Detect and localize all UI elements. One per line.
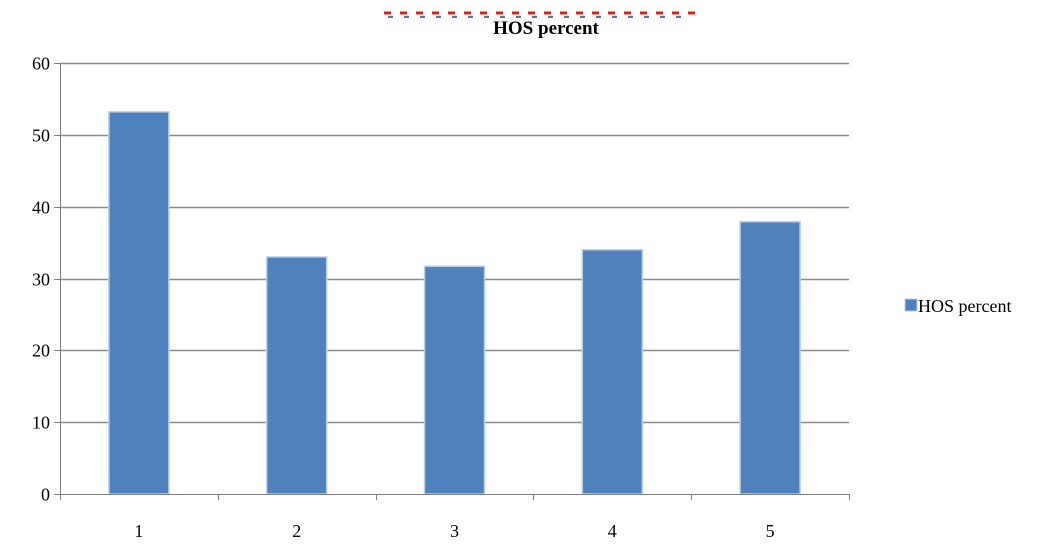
y-tick-label-60: 60 (32, 54, 50, 74)
y-tick-label-40: 40 (32, 198, 50, 218)
y-tick-label-50: 50 (32, 126, 50, 146)
legend-label: HOS percent (918, 296, 1011, 316)
legend: HOS percent (904, 296, 1011, 316)
bars (108, 111, 801, 495)
x-tick-label-1: 1 (134, 521, 143, 540)
bar-1 (108, 111, 170, 495)
legend-swatch (904, 298, 918, 312)
y-tick-label-30: 30 (32, 270, 50, 290)
chart-title: HOS percent (493, 18, 599, 39)
bar-3 (423, 265, 486, 495)
x-tick-label-5: 5 (766, 521, 775, 540)
y-tick-label-10: 10 (32, 413, 50, 433)
x-tick-label-2: 2 (292, 521, 301, 540)
axes (60, 63, 850, 500)
y-tick-labels: 0 10 20 30 40 50 60 (32, 54, 50, 505)
bar-4 (581, 249, 644, 495)
bar-2 (265, 256, 328, 495)
y-tick-label-0: 0 (41, 485, 50, 505)
decorative-marks (384, 11, 696, 18)
x-tick-labels: 1 2 3 4 5 (134, 521, 775, 541)
x-tick-label-3: 3 (450, 521, 459, 540)
y-tick-label-20: 20 (32, 341, 50, 361)
bar-5 (739, 221, 801, 495)
x-tick-label-4: 4 (608, 521, 617, 540)
